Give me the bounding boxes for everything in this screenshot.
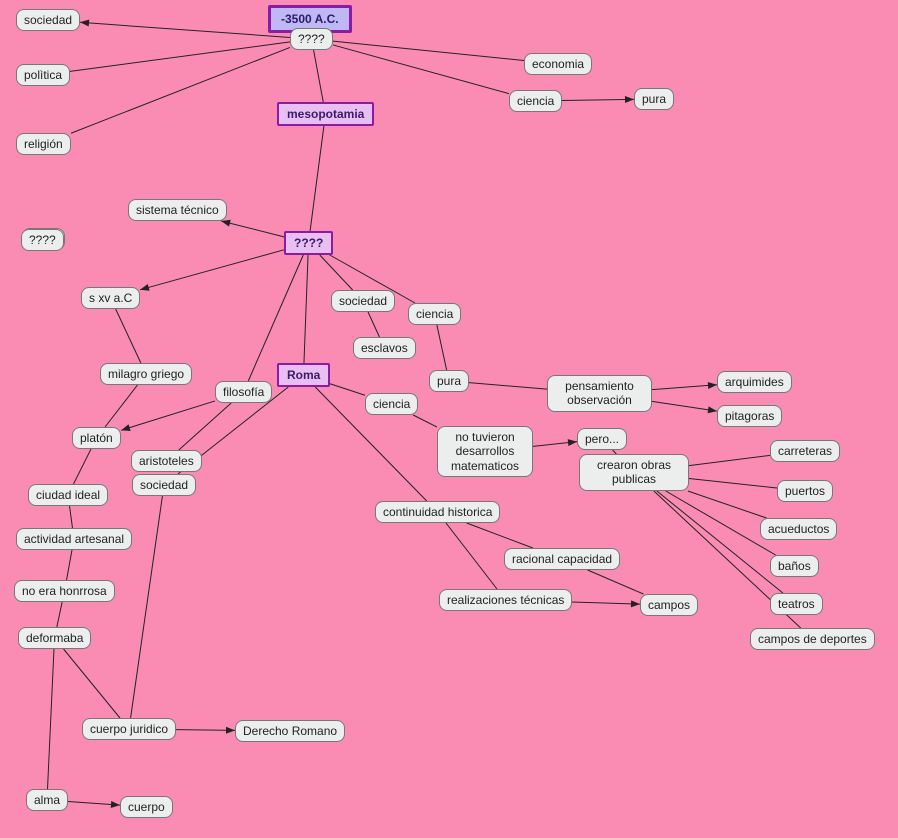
node-n_teat: teatros — [770, 593, 823, 615]
node-n_plat: platón — [72, 427, 121, 449]
node-n_e39: ???? — [21, 229, 64, 251]
node-n_drom: Derecho Romano — [235, 720, 345, 742]
node-n_sist: sistema técnico — [128, 199, 227, 221]
node-n_ban: baños — [770, 555, 819, 577]
node-n_cie2: ciencia — [408, 303, 461, 325]
node-n_mil: milagro griego — [100, 363, 192, 385]
node-n_racap: racional capacidad — [504, 548, 620, 570]
node-n_arq: arquimides — [717, 371, 792, 393]
node-n_fil: filosofía — [215, 381, 272, 403]
node-n_activ: actividad artesanal — [16, 528, 132, 550]
node-n_pura1: pura — [634, 88, 674, 110]
node-n_greroot: ???? — [284, 231, 333, 255]
node-n_obras: crearon obraspublicas — [579, 454, 689, 491]
node-n_ciudad: ciudad ideal — [28, 484, 108, 506]
node-n_cjur: cuerpo juridico — [82, 718, 176, 740]
node-n_cie3: ciencia — [365, 393, 418, 415]
node-n_cuerpo: cuerpo — [120, 796, 173, 818]
node-n_cie1: ciencia — [509, 90, 562, 112]
node-n_soc2: sociedad — [331, 290, 395, 312]
node-n_puer: puertos — [777, 480, 833, 502]
node-n_acue: acueductos — [760, 518, 837, 540]
node-n_meso: mesopotamia — [277, 102, 374, 126]
node-n_cont: continuidad historica — [375, 501, 500, 523]
node-n_pura2: pura — [429, 370, 469, 392]
node-n_escl: esclavos — [353, 337, 416, 359]
node-n_roma: Roma — [277, 363, 330, 387]
node-n_pero: pero... — [577, 428, 627, 450]
concept-map: { "canvas": { "width": 898, "height": 83… — [0, 0, 898, 838]
node-n_pensobs: pensamientoobservación — [547, 375, 652, 412]
node-n_cdep: campos de deportes — [750, 628, 875, 650]
node-n_pol: polìtica — [16, 64, 70, 86]
node-n_realt: realizaciones técnicas — [439, 589, 572, 611]
node-n_arist: aristoteles — [131, 450, 202, 472]
node-n_q1: ???? — [290, 28, 333, 50]
node-n_nomat: no tuvierondesarrollosmatematicos — [437, 426, 533, 477]
node-n_alma: alma — [26, 789, 68, 811]
node-n_def: deformaba — [18, 627, 91, 649]
node-n_eco: economia — [524, 53, 592, 75]
node-n_rel: religión — [16, 133, 71, 155]
node-n_carr: carreteras — [770, 440, 840, 462]
node-n_honr: no era honrrosa — [14, 580, 115, 602]
node-n_sxv: s xv a.C — [81, 287, 140, 309]
node-n_soc3: sociedad — [132, 474, 196, 496]
node-n_campos: campos — [640, 594, 698, 616]
node-n_pit: pitagoras — [717, 405, 782, 427]
node-n_soc1: sociedad — [16, 9, 80, 31]
